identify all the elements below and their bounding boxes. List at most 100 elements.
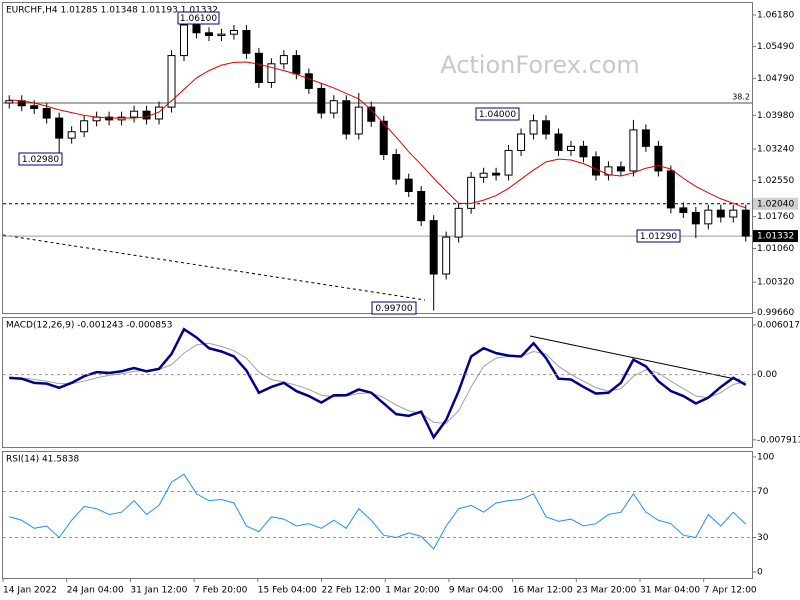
candle-body <box>180 24 189 57</box>
candle-body <box>591 156 600 176</box>
candle-body <box>654 145 663 172</box>
x-tick-label: 7 Apr 12:00 <box>704 586 757 596</box>
x-tick-label: 15 Feb 04:00 <box>258 586 317 596</box>
candle-body <box>716 209 725 218</box>
x-tick-label: 22 Feb 12:00 <box>322 586 381 596</box>
candle-body <box>130 110 139 118</box>
indicator-line <box>9 473 747 550</box>
panel-title: EURCHF,H4 1.01285 1.01348 1.01193 1.0133… <box>6 6 218 16</box>
candle-body <box>392 154 401 180</box>
candle-body <box>529 120 538 135</box>
y-tick-label: 0.99660 <box>757 308 794 318</box>
candle-body <box>442 236 451 275</box>
candle-body <box>242 29 251 54</box>
candle-body <box>254 52 263 83</box>
y-tick-label: 1.01060 <box>757 244 794 254</box>
annotation: 1.02980 <box>22 155 59 165</box>
candle-body <box>467 176 476 209</box>
y-tick-label: 1.02550 <box>757 176 794 186</box>
candle-body <box>317 87 326 114</box>
candle-body <box>229 29 238 35</box>
candle-body <box>417 190 426 222</box>
fib-label: 38.2 <box>732 93 750 102</box>
candle-body <box>616 166 625 172</box>
candle-body <box>329 100 338 114</box>
candle-body <box>704 209 713 225</box>
candle-body <box>504 149 513 176</box>
macd-panel <box>2 317 753 448</box>
price-panel <box>2 2 753 314</box>
y-tick-label: 0.006017 <box>757 320 800 330</box>
x-tick-label: 9 Mar 04:00 <box>449 586 504 596</box>
annotation: 0.99700 <box>375 304 412 314</box>
candle-body <box>404 178 413 192</box>
candle-body <box>729 209 738 218</box>
last-price-box <box>753 230 798 243</box>
candle-body <box>666 170 675 209</box>
moving-average <box>9 61 746 209</box>
y-tick-label: 0 <box>757 568 763 578</box>
y-tick-label: 1.05490 <box>757 42 794 52</box>
y-tick-label: 30 <box>757 533 769 543</box>
x-tick-label: 23 Mar 20:00 <box>576 586 636 596</box>
rsi-panel <box>2 451 753 579</box>
candle-body <box>566 145 575 151</box>
annotation-box <box>636 229 681 243</box>
candle-body <box>354 106 363 135</box>
candle-body <box>679 207 688 213</box>
y-tick-label: 100 <box>757 452 774 462</box>
candle-body <box>217 33 226 37</box>
y-tick-label: -0.007911 <box>757 435 800 445</box>
panel-title: MACD(12,26,9) -0.001243 -0.000853 <box>6 321 172 331</box>
y-tick-label: 1.03240 <box>757 145 794 155</box>
macd-trendline <box>529 335 741 381</box>
x-tick-label: 31 Mar 04:00 <box>640 586 700 596</box>
candle-body <box>267 63 276 83</box>
candle-body <box>479 172 488 178</box>
annotations: 1.06100 1.04000 1.02980 1.01290 0.99700 <box>18 11 681 315</box>
annotation-box <box>18 152 63 166</box>
candle-body <box>5 100 14 104</box>
candle-body <box>492 172 501 176</box>
x-tick-label: 7 Feb 20:00 <box>194 586 248 596</box>
candle-body <box>55 117 64 139</box>
candle-body <box>517 133 526 151</box>
y-tick-label: 1.04790 <box>757 74 794 84</box>
candle-body <box>629 129 638 172</box>
annotation: 1.06100 <box>180 14 217 24</box>
indicator-line <box>9 342 746 424</box>
level-label: 1.02040 <box>757 199 794 209</box>
candle-body <box>579 145 588 158</box>
candle-body <box>42 107 51 119</box>
candle-body <box>167 55 176 108</box>
candle-body <box>292 55 301 75</box>
trendline <box>2 234 426 301</box>
x-tick-label: 1 Mar 20:00 <box>385 586 440 596</box>
candle-body <box>204 32 213 37</box>
candle-body <box>542 120 551 135</box>
candle-body <box>30 105 39 109</box>
annotation-box <box>177 11 220 25</box>
candle-body <box>279 55 288 65</box>
candle-body <box>192 24 201 34</box>
candle-body <box>454 207 463 238</box>
watermark: ActionForex.com <box>440 51 640 79</box>
x-tick-label: 16 Mar 12:00 <box>513 586 573 596</box>
candle-body <box>554 133 563 151</box>
candle-body <box>80 120 89 133</box>
last-price-label: 1.01332 <box>757 232 794 242</box>
candle-body <box>379 120 388 156</box>
x-tick-label: 24 Jan 04:00 <box>67 586 124 596</box>
candle-body <box>142 110 151 120</box>
candle-body <box>304 73 313 89</box>
y-tick-label: 1.06180 <box>757 10 794 20</box>
annotation-box <box>475 107 520 121</box>
annotation: 1.01290 <box>640 232 677 242</box>
panel-title: RSI(14) 41.5838 <box>6 455 79 465</box>
x-tick-label: 31 Jan 12:00 <box>130 586 187 596</box>
candle-body <box>641 129 650 147</box>
y-tick-label: 1.01760 <box>757 212 794 222</box>
candle-body <box>741 209 750 237</box>
indicator-line <box>9 327 747 440</box>
